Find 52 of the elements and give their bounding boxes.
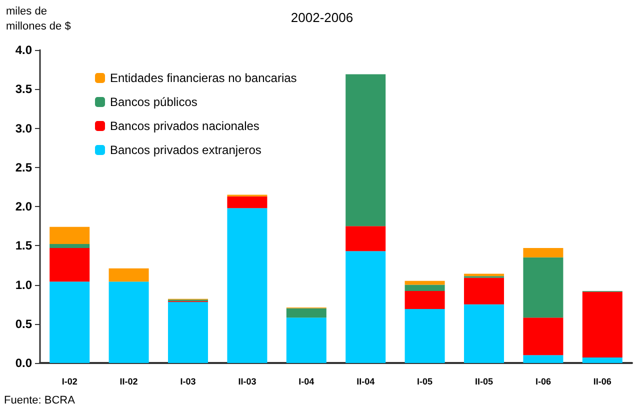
bar — [582, 358, 622, 363]
bar — [50, 226, 90, 244]
x-tick-label: II-04 — [356, 376, 375, 386]
bar — [346, 226, 386, 252]
y-tick-label: 1.5 — [15, 238, 32, 253]
bar — [404, 280, 445, 285]
y-tick-label: 0.0 — [15, 356, 32, 370]
legend-label: Entidades financieras no bancarias — [110, 71, 297, 85]
x-tick-label: I-02 — [62, 376, 78, 386]
source-note: Fuente: BCRA — [4, 394, 76, 406]
y-tick-label: 2.0 — [15, 200, 32, 214]
y-axis-title: miles de millones de $ — [6, 6, 71, 32]
x-tick-label: II-03 — [238, 376, 256, 386]
x-tick-label: II-06 — [593, 376, 612, 386]
bar — [346, 251, 386, 363]
bar — [404, 284, 445, 292]
bar — [227, 196, 268, 208]
legend-label: Bancos privados nacionales — [110, 119, 260, 133]
bar — [168, 302, 208, 363]
bar — [108, 282, 149, 363]
bar — [404, 309, 445, 363]
x-tick-label: I-06 — [535, 376, 551, 386]
x-tick-label: I-05 — [417, 376, 433, 386]
y-tick-label: 2.5 — [15, 160, 32, 174]
bar — [523, 355, 564, 363]
chart-title: 2002-2006 — [290, 10, 354, 25]
x-tick-label: II-05 — [474, 376, 494, 386]
bar — [523, 318, 564, 356]
legend-label: Bancos públicos — [110, 95, 198, 109]
x-tick-label: II-02 — [120, 376, 138, 386]
bar — [286, 308, 326, 318]
bar — [523, 257, 564, 318]
bar — [286, 318, 326, 363]
bar — [50, 244, 90, 248]
y-tick-label: 3.5 — [15, 82, 32, 96]
bar — [523, 248, 564, 258]
bar — [464, 278, 504, 304]
bar — [108, 268, 149, 282]
legend-label: Bancos privados extranjeros — [110, 143, 262, 157]
y-tick-label: 1.0 — [15, 278, 32, 292]
x-tick-label: I-03 — [180, 376, 196, 386]
bar — [582, 292, 622, 358]
bar — [346, 74, 386, 226]
y-tick-label: 0.5 — [15, 316, 32, 331]
bar — [464, 304, 504, 363]
bar — [50, 248, 90, 282]
x-tick-label: I-04 — [298, 376, 314, 386]
bar — [227, 208, 268, 363]
y-tick-label: 3.0 — [15, 121, 32, 136]
y-tick-label: 4.0 — [15, 43, 32, 57]
bar — [50, 282, 90, 363]
bar — [404, 291, 445, 310]
